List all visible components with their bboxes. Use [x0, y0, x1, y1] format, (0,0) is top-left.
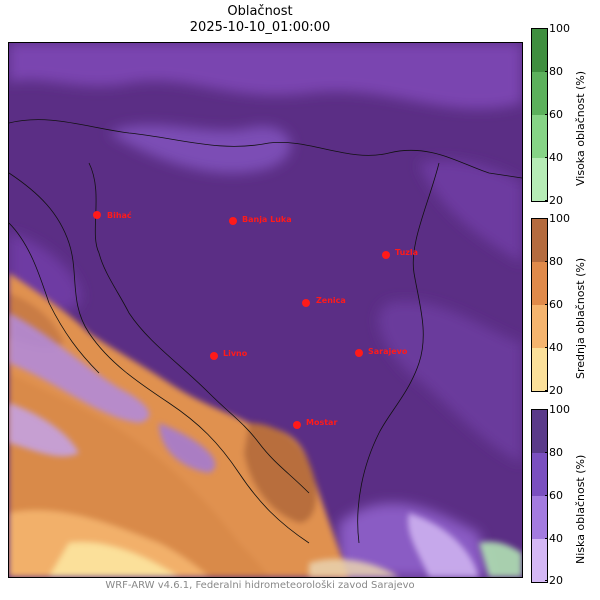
svg-text:Mostar: Mostar [306, 418, 337, 427]
mid-tick: 20 [545, 384, 563, 397]
low-tick: 20 [545, 574, 563, 587]
mid-tick: 60 [545, 298, 563, 311]
svg-text:Livno: Livno [223, 349, 248, 358]
mid-cloud-colorbar [531, 218, 548, 392]
low-tick: 100 [545, 403, 570, 416]
city-livno: Livno [210, 349, 248, 360]
high-tick: 20 [545, 194, 563, 207]
city-banja-luka: Banja Luka [229, 215, 292, 225]
low-cloud-colorbar [531, 409, 548, 583]
low-cloud-label: Niska oblačnost (%) [574, 454, 587, 564]
svg-text:Tuzla: Tuzla [395, 248, 418, 257]
mid-tick: 80 [545, 255, 563, 268]
borders [9, 119, 522, 544]
svg-text:Zenica: Zenica [316, 296, 346, 305]
city-zenica: Zenica [302, 296, 346, 307]
high-cloud-label: Visoka oblačnost (%) [574, 70, 587, 186]
mid-tick: 40 [545, 341, 563, 354]
low-tick: 40 [545, 532, 563, 545]
svg-text:Sarajevo: Sarajevo [368, 347, 408, 356]
low-tick: 60 [545, 489, 563, 502]
high-tick: 80 [545, 65, 563, 78]
map-title: Oblačnost [227, 4, 293, 19]
city-bihac: Bihać [93, 210, 132, 220]
mid-tick: 100 [545, 212, 570, 225]
mid-cloud-field [9, 273, 349, 577]
low-cloud-streaks [9, 313, 522, 577]
city-tuzla: Tuzla [382, 248, 418, 259]
mid-cloud-label: Srednja oblačnost (%) [574, 257, 587, 379]
map-timestamp: 2025-10-10_01:00:00 [189, 20, 331, 35]
city-mostar: Mostar [293, 418, 337, 429]
model-credit: WRF-ARW v4.6.1, Federalni hidrometeorolo… [105, 580, 415, 591]
svg-text:Bihać: Bihać [107, 210, 132, 220]
svg-text:Banja Luka: Banja Luka [242, 215, 292, 224]
low-tick: 80 [545, 446, 563, 459]
cloud-cover-map: Bihać Banja Luka Tuzla Zenica Livno Sara… [8, 42, 523, 578]
high-tick: 60 [545, 108, 563, 121]
city-sarajevo: Sarajevo [355, 347, 408, 357]
high-tick: 40 [545, 151, 563, 164]
cloud-texture [9, 43, 522, 577]
city-markers: Bihać Banja Luka Tuzla Zenica Livno Sara… [93, 210, 418, 429]
high-tick: 100 [545, 22, 570, 35]
high-cloud-colorbar [531, 28, 548, 202]
